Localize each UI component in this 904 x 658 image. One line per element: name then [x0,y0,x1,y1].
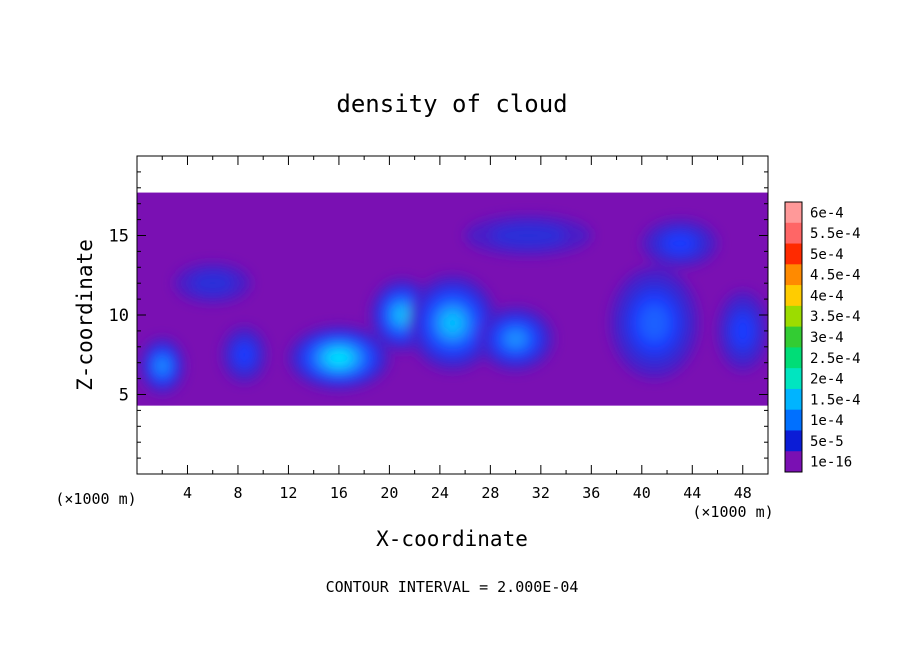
colorbar-label-12: 5e-5 [810,434,844,450]
colorbar-label-2: 5.5e-4 [810,226,861,242]
colorbar-swatch-12 [785,430,802,452]
cloud-core-7-level-4 [639,304,670,342]
x-tick-label-12: 12 [279,484,297,502]
x-tick-label-4: 4 [183,484,192,502]
cloud-core-4-level-6 [394,306,410,324]
colorbar-swatch-10 [785,388,802,411]
colorbar-swatch-4 [785,264,802,286]
cloud-core-2-level-3 [234,342,254,367]
contour-interval-note: CONTOUR INTERVAL = 2.000E-04 [326,578,579,596]
y-tick-label-15: 15 [109,227,129,247]
colorbar-label-6: 3.5e-4 [810,309,861,325]
x-tick-label-28: 28 [481,484,499,502]
cloud-core-10-level-2 [490,223,567,248]
x-tick-label-48: 48 [734,484,752,502]
y-axis-label: Z-coordinate [73,239,97,391]
cloud-core-1-level-5 [156,358,169,374]
colorbar-swatch-2 [785,222,802,245]
x-tick-label-20: 20 [380,484,398,502]
colorbar: 6e-4 5.5e-4 5e-4 4.5e-4 4e-4 3.5e-4 3e-4 2.5e-4… [784,201,861,473]
colorbar-swatch-8 [785,347,802,369]
x-tick-label-36: 36 [582,484,600,502]
x-tick-label-44: 44 [683,484,701,502]
colorbar-swatch-6 [785,305,802,328]
colorbar-label-5: 4e-4 [810,288,844,304]
colorbar-swatch-1 [785,202,802,224]
colorbar-swatch-3 [785,243,802,265]
cloud-core-3-level-7 [328,351,350,365]
colorbar-label-1: 6e-4 [810,205,844,221]
x-tick-label-24: 24 [431,484,449,502]
colorbar-label-4: 4.5e-4 [810,268,861,284]
x-tick-label-40: 40 [633,484,651,502]
colorbar-frame [784,201,803,473]
colorbar-label-7: 3e-4 [810,330,844,346]
cloud-cores [140,215,768,394]
colorbar-swatch-5 [785,285,802,307]
colorbar-swatch-7 [785,326,802,348]
colorbar-label-11: 1e-4 [810,413,844,429]
y-tick-label-10: 10 [109,306,129,326]
x-unit-right: (×1000 m) [692,503,773,521]
colorbar-label-3: 5e-4 [810,247,844,263]
colorbar-label-10: 1.5e-4 [810,392,861,408]
x-unit-left: (×1000 m) [55,490,136,508]
cloud-core-5-level-6 [442,311,463,334]
colorbar-swatch-11 [785,409,802,431]
x-tick-label-8: 8 [233,484,242,502]
x-tick-label-16: 16 [330,484,348,502]
cloud-core-11-level-2 [190,271,236,296]
colorbar-label-9: 2e-4 [810,372,844,388]
heatmap-field [137,192,768,406]
x-axis-label: X-coordinate [376,527,528,551]
x-axis: 4 8 12 16 20 24 28 32 36 40 44 48 [161,156,752,502]
colorbar-label-13: 1e-16 [810,455,852,471]
colorbar-swatch-9 [785,368,802,390]
cloud-core-8-level-3 [663,233,696,254]
colorbar-label-8: 2.5e-4 [810,351,861,367]
colorbar-swatch-13 [785,451,802,473]
x-tick-label-32: 32 [532,484,550,502]
cloud-core-6-level-5 [505,330,526,348]
y-axis: 5 10 15 [109,171,768,459]
chart-title: density of cloud [336,90,567,118]
cloud-core-9-level-3 [731,313,754,348]
y-tick-label-5: 5 [119,386,129,406]
